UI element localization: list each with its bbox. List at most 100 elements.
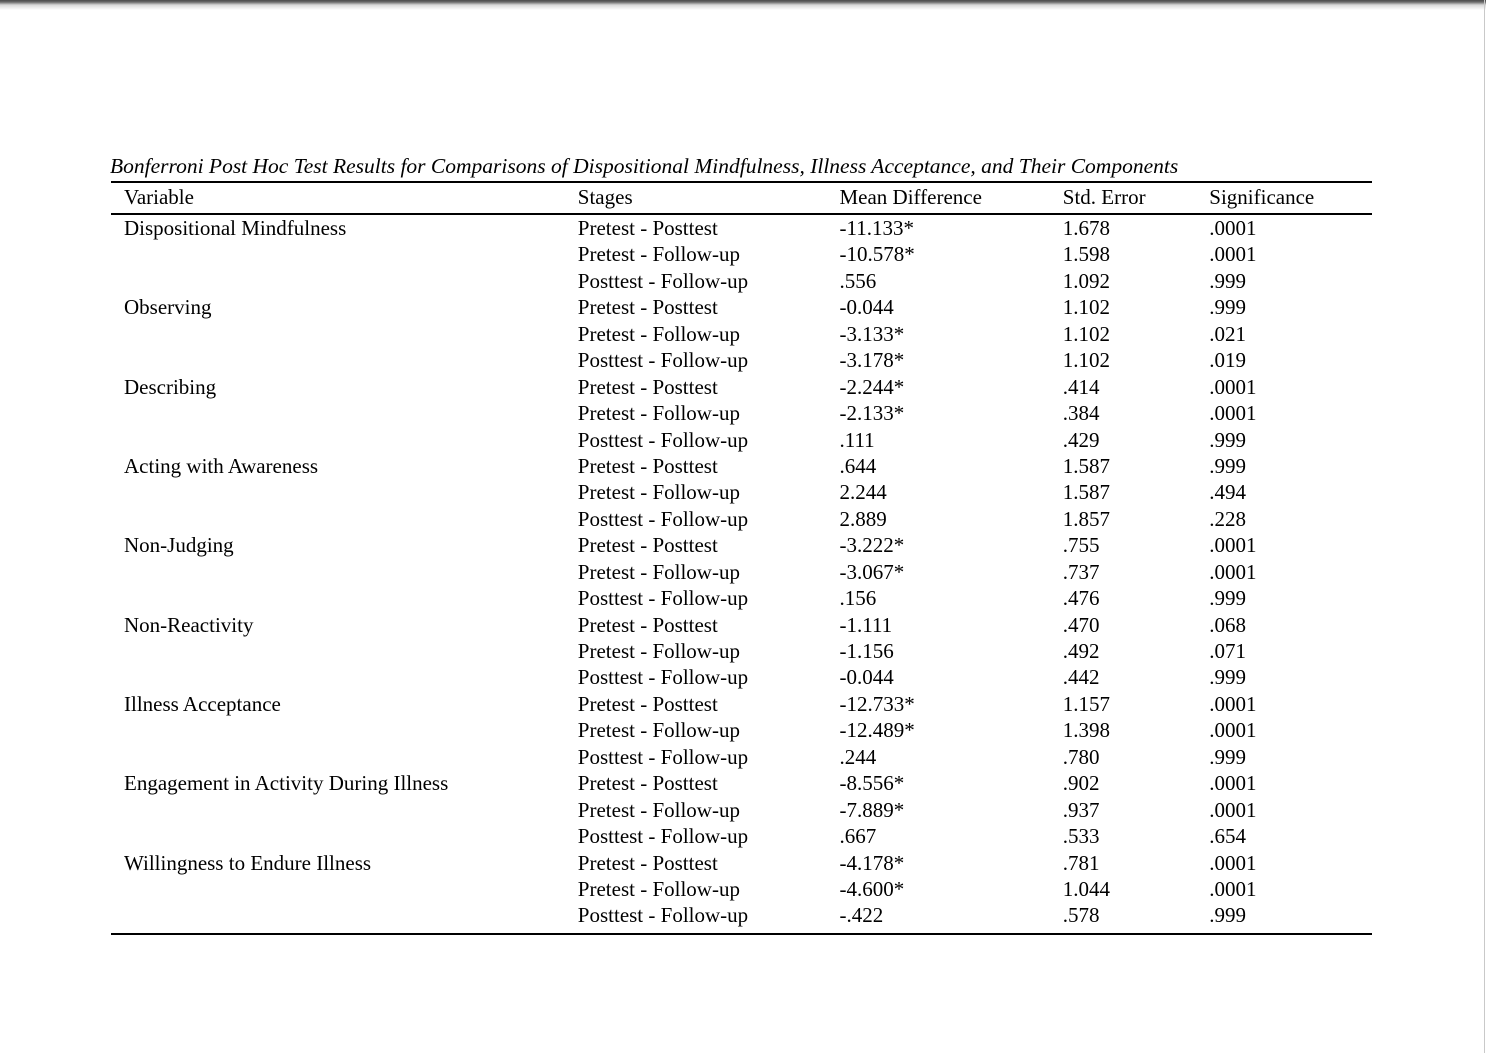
cell-significance: .999	[1209, 268, 1247, 293]
cell-std-error: 1.157	[1062, 691, 1111, 716]
table-row: Pretest - Follow-up -1.156 .492 .071	[111, 638, 1372, 664]
cell-mean-difference: -12.733*	[839, 691, 915, 716]
cell-mean-difference: -3.178*	[839, 348, 905, 373]
cell-variable: Acting with Awareness	[124, 453, 319, 478]
cell-std-error: 1.044	[1062, 876, 1111, 901]
cell-stage: Pretest - Follow-up	[577, 321, 740, 346]
cell-significance: .0001	[1209, 797, 1257, 822]
cell-std-error: .470	[1062, 612, 1100, 637]
cell-stage: Posttest - Follow-up	[577, 744, 749, 769]
cell-significance: .228	[1209, 506, 1247, 531]
cell-stage: Pretest - Follow-up	[577, 242, 740, 267]
cell-stage: Pretest - Follow-up	[577, 559, 740, 584]
cell-mean-difference: -0.044	[839, 665, 894, 690]
cell-significance: .654	[1209, 824, 1247, 849]
cell-mean-difference: -3.222*	[839, 533, 905, 558]
column-header-stages: Stages	[577, 181, 840, 215]
cell-stage: Pretest - Follow-up	[577, 797, 740, 822]
cell-significance: .494	[1209, 480, 1247, 505]
cell-std-error: 1.102	[1062, 295, 1111, 320]
cell-std-error: .902	[1062, 771, 1100, 796]
cell-stage: Posttest - Follow-up	[577, 427, 749, 452]
cell-stage: Posttest - Follow-up	[577, 586, 749, 611]
cell-significance: .999	[1209, 586, 1247, 611]
cell-std-error: .414	[1062, 374, 1100, 399]
cell-significance: .0001	[1209, 242, 1257, 267]
table-row: Illness Acceptance Pretest - Posttest -12.…	[111, 691, 1372, 717]
cell-variable: Non-Judging	[124, 533, 234, 558]
cell-significance: .068	[1209, 612, 1247, 637]
cell-variable	[111, 902, 578, 935]
cell-stage: Pretest - Posttest	[577, 533, 718, 558]
cell-variable: Willingness to Endure Illness	[124, 850, 372, 875]
cell-mean-difference: -0.044	[839, 295, 894, 320]
cell-mean-difference: -1.156	[839, 639, 894, 664]
cell-significance: .071	[1209, 639, 1247, 664]
cell-mean-difference: -2.133*	[839, 401, 905, 426]
cell-stage: Pretest - Follow-up	[577, 876, 740, 901]
cell-variable: Observing	[124, 295, 212, 320]
table-row: Pretest - Follow-up 2.244 1.587 .494	[111, 479, 1372, 505]
cell-significance: .0001	[1209, 771, 1257, 796]
cell-significance: .999	[1209, 744, 1247, 769]
cell-significance: .0001	[1209, 559, 1257, 584]
cell-stage: Pretest - Posttest	[577, 453, 718, 478]
table-row: Posttest - Follow-up .111 .429 .999	[111, 427, 1372, 453]
table-row: Pretest - Follow-up -10.578* 1.598 .0001	[111, 241, 1372, 267]
cell-std-error: .780	[1062, 744, 1100, 769]
cell-stage: Posttest - Follow-up	[577, 824, 749, 849]
table-row: Posttest - Follow-up -.422.578.999	[111, 902, 1372, 935]
cell-stage: Pretest - Follow-up	[577, 718, 740, 743]
table-row: Dispositional Mindfulness Pretest - Postt…	[111, 214, 1372, 241]
cell-mean-difference: .644	[839, 453, 877, 478]
table-body: Dispositional Mindfulness Pretest - Postt…	[111, 214, 1372, 935]
cell-variable: Describing	[124, 374, 217, 399]
cell-variable	[111, 321, 578, 347]
cell-std-error: .476	[1062, 586, 1100, 611]
table-row: Posttest - Follow-up -3.178* 1.102 .019	[111, 347, 1372, 373]
cell-stage: Pretest - Posttest	[577, 374, 718, 399]
cell-stage: Posttest - Follow-up	[577, 665, 749, 690]
table-row: Describing Pretest - Posttest -2.244* .414.…	[111, 374, 1372, 400]
cell-variable	[111, 585, 578, 611]
table-row: Engagement in Activity During Illness Pre…	[111, 770, 1372, 796]
cell-variable	[111, 400, 578, 426]
cell-stage: Pretest - Follow-up	[577, 480, 740, 505]
cell-stage: Pretest - Posttest	[577, 691, 718, 716]
table-row: Posttest - Follow-up 2.889 1.857 .228	[111, 506, 1372, 532]
cell-mean-difference: .667	[839, 824, 877, 849]
cell-std-error: 1.598	[1062, 242, 1111, 267]
cell-stage: Pretest - Posttest	[577, 612, 718, 637]
cell-mean-difference: -12.489*	[839, 718, 915, 743]
cell-variable	[111, 347, 578, 373]
table-row: Posttest - Follow-up .667 .533 .654	[111, 823, 1372, 849]
cell-mean-difference: -11.133*	[839, 216, 914, 241]
cell-std-error: .755	[1062, 533, 1100, 558]
cell-std-error: .429	[1062, 427, 1100, 452]
cell-mean-difference: -1.111	[839, 612, 893, 637]
cell-std-error: 1.678	[1062, 216, 1111, 241]
cell-variable	[111, 823, 578, 849]
cell-mean-difference: -10.578*	[839, 242, 915, 267]
cell-significance: .999	[1209, 453, 1247, 478]
cell-std-error: .442	[1062, 665, 1100, 690]
cell-mean-difference: -8.556*	[839, 771, 905, 796]
table-row: Observing Pretest - Posttest -0.044 1.102 .9…	[111, 294, 1372, 320]
cell-stage: Posttest - Follow-up	[577, 348, 749, 373]
column-header-significance: Significance	[1209, 181, 1372, 215]
cell-variable	[111, 268, 578, 294]
cell-mean-difference: .244	[839, 744, 877, 769]
cell-mean-difference: 2.244	[839, 480, 887, 505]
cell-std-error: .937	[1062, 797, 1100, 822]
page-right-edge-line	[1484, 0, 1485, 1053]
cell-std-error: 1.398	[1062, 718, 1111, 743]
cell-significance: .999	[1209, 427, 1247, 452]
table-row: Pretest - Follow-up -7.889* .937 .0001	[111, 797, 1372, 823]
column-header-variable: Variable	[111, 181, 578, 215]
cell-significance: .0001	[1209, 216, 1257, 241]
cell-variable	[111, 876, 578, 902]
cell-significance: .0001	[1209, 374, 1257, 399]
cell-mean-difference: -7.889*	[839, 797, 905, 822]
cell-variable	[111, 744, 578, 770]
cell-variable	[111, 506, 578, 532]
